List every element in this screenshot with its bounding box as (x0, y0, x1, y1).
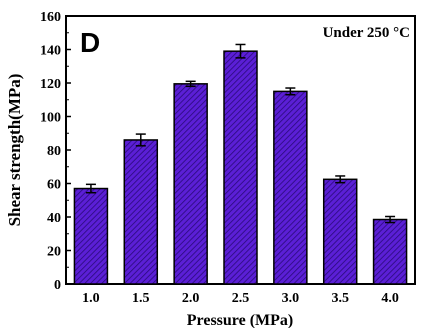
x-tick-label: 1.5 (132, 291, 150, 306)
bar-1.0 (73, 187, 109, 285)
y-tick-label: 20 (47, 245, 61, 260)
x-tick-label: 4.0 (381, 291, 399, 306)
bar-1.5 (123, 139, 159, 285)
x-axis-label: Pressure (MPa) (187, 312, 293, 328)
bar-3.5 (322, 178, 358, 285)
y-tick-label: 60 (47, 178, 61, 193)
condition-annotation: Under 250 °C (323, 25, 410, 41)
x-tick-label: 3.5 (331, 291, 349, 306)
y-tick-label: 0 (54, 278, 61, 293)
y-tick-label: 160 (40, 10, 61, 25)
x-tick-label: 2.0 (182, 291, 200, 306)
y-tick-label: 80 (47, 144, 61, 159)
bar-3.0 (273, 90, 308, 285)
bar-2.5 (223, 50, 258, 285)
bar-2.0 (173, 83, 208, 285)
bar-4.0 (372, 218, 408, 285)
y-tick-label: 140 (40, 44, 61, 59)
y-axis-label: Shear strength(MPa) (5, 74, 24, 227)
x-tick-label: 1.0 (82, 291, 100, 306)
panel-label: D (80, 27, 100, 58)
x-tick-label: 2.5 (232, 291, 250, 306)
x-tick-label: 3.0 (282, 291, 300, 306)
y-tick-label: 40 (47, 211, 61, 226)
y-tick-label: 120 (40, 77, 61, 92)
y-tick-label: 100 (40, 111, 61, 126)
